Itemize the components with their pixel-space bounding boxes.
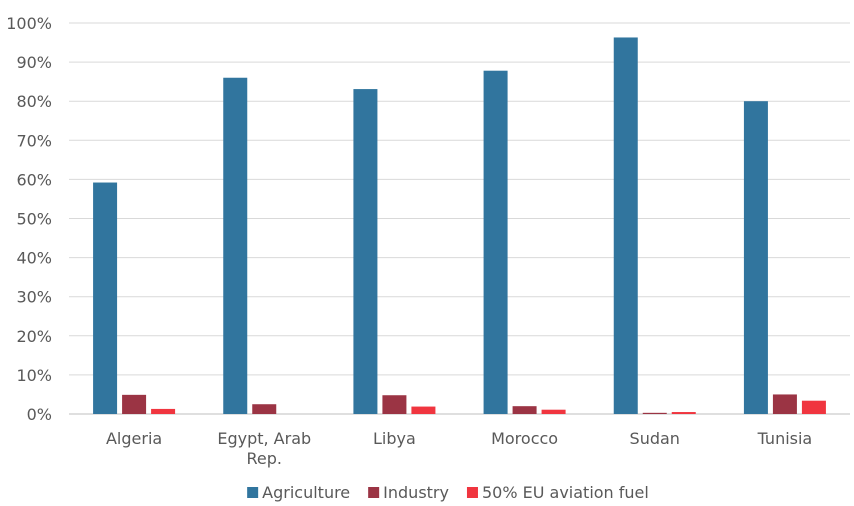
y-tick-label: 40% [16, 249, 52, 268]
y-tick-label: 20% [16, 327, 52, 346]
x-tick-label-line: Libya [373, 429, 416, 448]
bars [93, 37, 826, 415]
legend-item: Agriculture [247, 483, 350, 502]
bar-industry-libya [382, 395, 407, 414]
bar-agriculture-libya [353, 89, 378, 414]
legend-swatch [247, 487, 259, 498]
legend-swatch [368, 487, 380, 498]
x-tick-label: Egypt, Arab Rep. [217, 429, 311, 468]
y-tick-label: 60% [16, 170, 52, 189]
bar-50-eu-aviation-fuel-tunisia [801, 400, 826, 414]
legend-swatch [466, 487, 478, 498]
y-tick-label: 10% [16, 366, 52, 385]
x-tick-label-line: Algeria [106, 429, 162, 448]
bar-industry-sudan [642, 412, 667, 414]
legend-label: Agriculture [262, 483, 350, 502]
bar-agriculture-egypt-arab-rep [223, 77, 248, 415]
y-tick-label: 80% [16, 92, 52, 111]
x-tick-label: Tunisia [757, 429, 813, 448]
y-tick-label: 50% [16, 210, 52, 229]
y-tick-label: 0% [27, 405, 52, 424]
x-axis-tick-labels: Algeria Egypt, Arab Rep. Libya Morocco Sudan T… [106, 429, 812, 468]
legend-label: 50% EU aviation fuel [482, 483, 649, 502]
legend-item: 50% EU aviation fuel [466, 483, 649, 502]
legend: Agriculture Industry 50% EU aviation fuel [247, 483, 649, 502]
x-tick-label: Sudan [630, 429, 680, 448]
bar-agriculture-morocco [483, 70, 508, 415]
x-tick-label-line: Morocco [491, 429, 558, 448]
bar-industry-algeria [122, 394, 147, 414]
x-tick-label: Libya [373, 429, 416, 448]
bar-industry-morocco [512, 406, 537, 414]
bar-industry-tunisia [772, 394, 797, 414]
bar-50-eu-aviation-fuel-libya [411, 406, 436, 414]
y-tick-label: 90% [16, 53, 52, 72]
x-tick-label-line: Egypt, Arab [217, 429, 311, 448]
bar-agriculture-sudan [613, 37, 638, 414]
x-tick-label: Algeria [106, 429, 162, 448]
x-tick-label-line: Sudan [630, 429, 680, 448]
y-tick-label: 100% [6, 14, 52, 33]
y-tick-label: 70% [16, 131, 52, 150]
bar-agriculture-tunisia [743, 101, 768, 414]
x-tick-label-line: Tunisia [757, 429, 813, 448]
bar-50-eu-aviation-fuel-algeria [151, 408, 176, 414]
legend-label: Industry [383, 483, 449, 502]
gridlines [69, 22, 850, 415]
x-tick-label: Morocco [491, 429, 558, 448]
bar-industry-egypt-arab-rep [252, 404, 277, 414]
y-axis-tick-labels: 0% 10% 20% 30% 40% 50% 60% 70% 80% 90% 100% [6, 14, 52, 424]
y-tick-label: 30% [16, 288, 52, 307]
legend-item: Industry [368, 483, 449, 502]
bar-agriculture-algeria [93, 182, 118, 414]
bar-50-eu-aviation-fuel-sudan [671, 412, 696, 414]
x-tick-label-line: Rep. [247, 449, 282, 468]
bar-50-eu-aviation-fuel-morocco [541, 409, 566, 414]
